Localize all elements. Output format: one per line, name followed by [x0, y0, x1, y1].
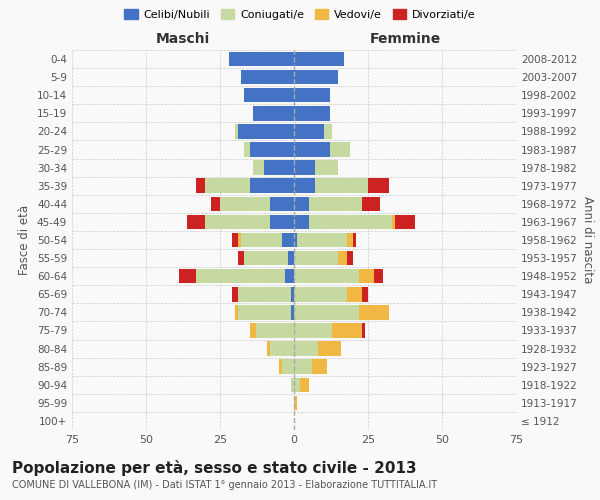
Bar — [265, 160, 294, 175]
Bar — [329, 142, 350, 157]
Bar — [241, 233, 282, 247]
Bar — [294, 360, 312, 374]
Bar — [196, 269, 285, 283]
Bar — [294, 214, 309, 229]
Bar — [294, 251, 338, 266]
Bar — [282, 233, 294, 247]
Bar — [294, 305, 359, 320]
Bar — [238, 287, 291, 302]
Bar — [374, 269, 383, 283]
Bar — [294, 124, 323, 138]
Bar — [205, 214, 271, 229]
Bar — [291, 305, 294, 320]
Bar — [279, 360, 282, 374]
Bar — [253, 160, 265, 175]
Bar — [211, 196, 220, 211]
Bar — [317, 342, 341, 356]
Bar — [362, 287, 368, 302]
Bar — [353, 233, 356, 247]
Bar — [235, 124, 238, 138]
Bar — [196, 178, 205, 193]
Bar — [232, 233, 238, 247]
Y-axis label: Anni di nascita: Anni di nascita — [581, 196, 594, 284]
Bar — [229, 52, 294, 66]
Bar — [392, 214, 395, 229]
Bar — [238, 124, 294, 138]
Bar — [220, 196, 271, 211]
Bar — [250, 142, 294, 157]
Bar — [300, 378, 309, 392]
Bar — [294, 233, 297, 247]
Bar — [244, 142, 250, 157]
Bar — [312, 360, 326, 374]
Bar — [238, 305, 291, 320]
Bar — [309, 214, 392, 229]
Bar — [347, 251, 353, 266]
Bar — [395, 214, 415, 229]
Bar — [241, 70, 294, 84]
Bar — [291, 378, 294, 392]
Bar — [315, 160, 338, 175]
Bar — [294, 106, 329, 120]
Bar — [359, 269, 374, 283]
Bar — [291, 287, 294, 302]
Text: Maschi: Maschi — [156, 32, 210, 46]
Bar — [315, 178, 368, 193]
Bar — [362, 196, 380, 211]
Bar — [294, 178, 315, 193]
Y-axis label: Fasce di età: Fasce di età — [19, 205, 31, 275]
Bar — [235, 305, 238, 320]
Bar — [294, 142, 329, 157]
Bar — [294, 378, 300, 392]
Bar — [205, 178, 250, 193]
Bar — [359, 305, 389, 320]
Bar — [179, 269, 196, 283]
Bar — [294, 196, 309, 211]
Bar — [294, 287, 347, 302]
Bar — [244, 251, 288, 266]
Bar — [309, 196, 362, 211]
Bar — [368, 178, 389, 193]
Text: Popolazione per età, sesso e stato civile - 2013: Popolazione per età, sesso e stato civil… — [12, 460, 416, 476]
Bar — [250, 178, 294, 193]
Legend: Celibi/Nubili, Coniugati/e, Vedovi/e, Divorziati/e: Celibi/Nubili, Coniugati/e, Vedovi/e, Di… — [121, 6, 479, 23]
Bar — [271, 342, 294, 356]
Bar — [294, 323, 332, 338]
Bar — [187, 214, 205, 229]
Bar — [253, 106, 294, 120]
Bar — [271, 214, 294, 229]
Bar — [294, 396, 297, 410]
Bar — [244, 88, 294, 102]
Bar — [338, 251, 347, 266]
Bar — [282, 360, 294, 374]
Bar — [288, 251, 294, 266]
Bar — [271, 196, 294, 211]
Bar — [332, 323, 362, 338]
Bar — [268, 342, 271, 356]
Bar — [347, 287, 362, 302]
Bar — [250, 323, 256, 338]
Bar — [294, 269, 359, 283]
Bar — [256, 323, 294, 338]
Bar — [238, 251, 244, 266]
Bar — [238, 233, 241, 247]
Bar — [297, 233, 347, 247]
Bar — [347, 233, 353, 247]
Bar — [294, 342, 317, 356]
Bar — [294, 70, 338, 84]
Text: COMUNE DI VALLEBONA (IM) - Dati ISTAT 1° gennaio 2013 - Elaborazione TUTTITALIA.: COMUNE DI VALLEBONA (IM) - Dati ISTAT 1°… — [12, 480, 437, 490]
Bar — [323, 124, 332, 138]
Text: Femmine: Femmine — [370, 32, 440, 46]
Bar — [294, 88, 329, 102]
Bar — [294, 160, 315, 175]
Bar — [362, 323, 365, 338]
Bar — [232, 287, 238, 302]
Bar — [294, 52, 344, 66]
Bar — [285, 269, 294, 283]
